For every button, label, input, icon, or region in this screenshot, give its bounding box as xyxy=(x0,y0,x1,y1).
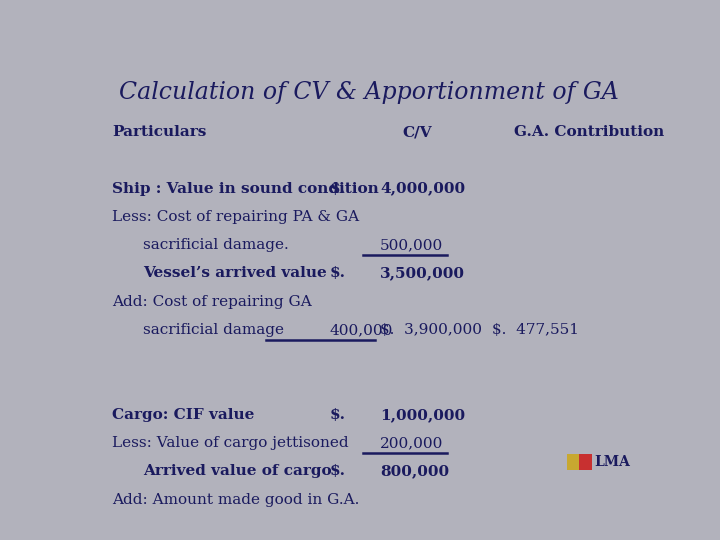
Text: sacrificial damage.: sacrificial damage. xyxy=(143,238,289,252)
Text: Cargo: CIF value: Cargo: CIF value xyxy=(112,408,255,422)
Text: 3,500,000: 3,500,000 xyxy=(380,266,465,280)
Text: $.: $. xyxy=(330,464,346,478)
Text: 400,000: 400,000 xyxy=(330,323,393,337)
Text: 800,000: 800,000 xyxy=(380,464,449,478)
Text: Ship : Value in sound condition: Ship : Value in sound condition xyxy=(112,181,379,195)
Text: Vessel’s arrived value: Vessel’s arrived value xyxy=(143,266,327,280)
Text: 4,000,000: 4,000,000 xyxy=(380,181,465,195)
Text: 1,000,000: 1,000,000 xyxy=(380,408,465,422)
Text: $.  477,551: $. 477,551 xyxy=(492,323,579,337)
Text: Less: Value of cargo jettisoned: Less: Value of cargo jettisoned xyxy=(112,436,349,450)
Text: Arrived value of cargo: Arrived value of cargo xyxy=(143,464,332,478)
Text: Calculation of CV & Apportionment of GA: Calculation of CV & Apportionment of GA xyxy=(119,82,619,104)
Bar xyxy=(580,454,592,470)
Text: $.: $. xyxy=(330,408,346,422)
Text: $.: $. xyxy=(330,266,346,280)
Text: 500,000: 500,000 xyxy=(380,238,444,252)
Text: Add: Cost of repairing GA: Add: Cost of repairing GA xyxy=(112,295,312,309)
Text: Particulars: Particulars xyxy=(112,125,207,139)
Text: Add: Amount made good in G.A.: Add: Amount made good in G.A. xyxy=(112,492,360,507)
Bar xyxy=(567,454,580,470)
Text: sacrificial damage: sacrificial damage xyxy=(143,323,284,337)
Text: $.  3,900,000: $. 3,900,000 xyxy=(380,323,482,337)
Text: LMA: LMA xyxy=(594,455,630,469)
Text: $.: $. xyxy=(330,181,346,195)
Text: Less: Cost of repairing PA & GA: Less: Cost of repairing PA & GA xyxy=(112,210,359,224)
Text: C/V: C/V xyxy=(402,125,432,139)
Text: G.A. Contribution: G.A. Contribution xyxy=(514,125,665,139)
Text: 200,000: 200,000 xyxy=(380,436,444,450)
